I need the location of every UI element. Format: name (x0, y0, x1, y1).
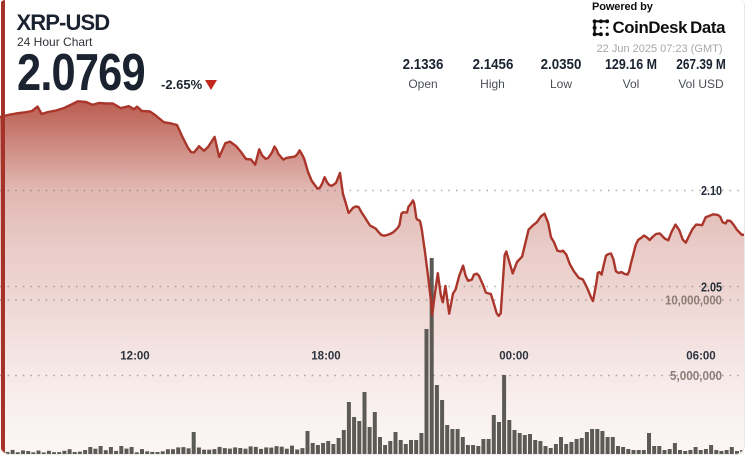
svg-text:00:00: 00:00 (499, 351, 528, 363)
svg-text:18:00: 18:00 (311, 351, 340, 363)
svg-text:10,000,000: 10,000,000 (665, 293, 722, 308)
svg-text:2.10: 2.10 (701, 183, 722, 198)
svg-text:2.05: 2.05 (701, 280, 722, 295)
svg-text:5,000,000: 5,000,000 (670, 368, 722, 383)
svg-text:12:00: 12:00 (120, 351, 149, 363)
svg-text:06:00: 06:00 (686, 351, 715, 363)
